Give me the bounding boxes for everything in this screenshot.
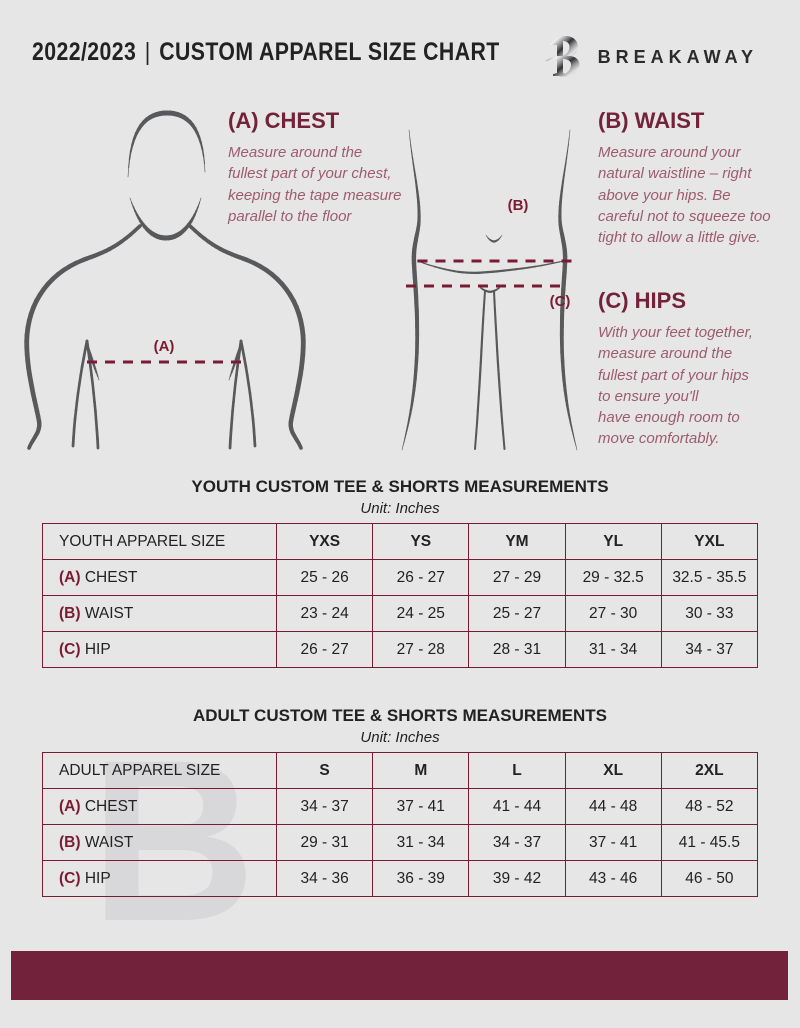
svg-text:(A): (A) xyxy=(154,338,175,355)
svg-text:(B): (B) xyxy=(508,197,529,214)
svg-text:(C): (C) xyxy=(550,293,571,310)
